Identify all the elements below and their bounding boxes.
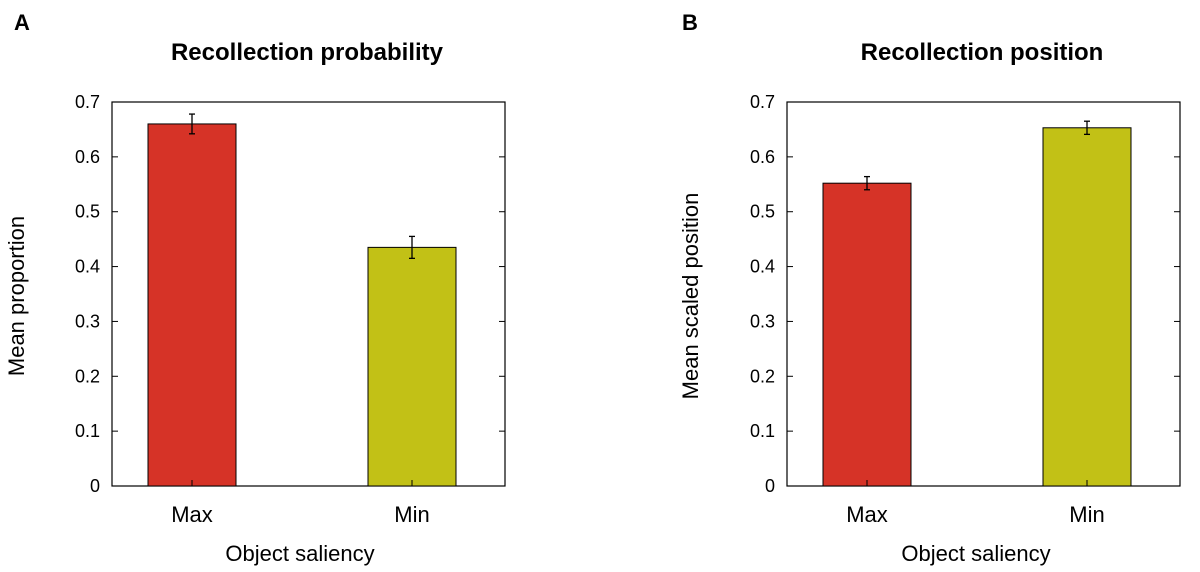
bar-max [822,182,912,487]
y-tick-label: 0.2 [750,366,775,386]
bar-min [1042,127,1132,487]
y-tick-label: 0.3 [750,311,775,331]
y-tick-label: 0.4 [75,257,100,277]
panel-b: B Recollection position Mean scaled posi… [678,10,1181,566]
axes-box-a [111,101,506,487]
y-tick-label: 0.7 [75,92,100,112]
y-tick-label: 0.6 [750,147,775,167]
chart-title-b: Recollection position [861,39,1104,66]
x-tick-label-min: Min [1069,502,1104,527]
bar-min [367,246,457,487]
y-tick-label: 0.1 [750,421,775,441]
x-axis-label-a: Object saliency [225,541,374,566]
y-tick-label: 0.7 [750,92,775,112]
y-axis-label-a: Mean proportion [4,216,29,376]
y-tick-label: 0.4 [750,257,775,277]
y-tick-label: 0 [765,476,775,496]
panel-label-b: B [682,10,698,35]
y-tick-label: 0.3 [75,311,100,331]
y-axis-label-b: Mean scaled position [678,193,703,400]
panel-label-a: A [14,10,30,35]
y-tick-label: 0.6 [75,147,100,167]
x-tick-label-max: Max [846,502,888,527]
plot-area-b: 0 0.1 0.2 0.3 0.4 0.5 0.6 0.7 Max Min [750,92,1181,527]
plot-area-a: 0 0.1 0.2 0.3 0.4 0.5 0.6 0.7 Max Min [75,92,506,527]
x-tick-label-min: Min [394,502,429,527]
panel-a: A Recollection probability Mean proporti… [4,10,506,566]
y-tick-label: 0.5 [75,202,100,222]
x-tick-label-max: Max [171,502,213,527]
y-tick-label: 0.5 [750,202,775,222]
axes-box-b [786,101,1181,487]
y-tick-label: 0.2 [75,366,100,386]
chart-title-a: Recollection probability [171,39,444,66]
y-tick-label: 0 [90,476,100,496]
y-tick-label: 0.1 [75,421,100,441]
x-axis-label-b: Object saliency [901,541,1050,566]
bar-max [147,123,237,487]
